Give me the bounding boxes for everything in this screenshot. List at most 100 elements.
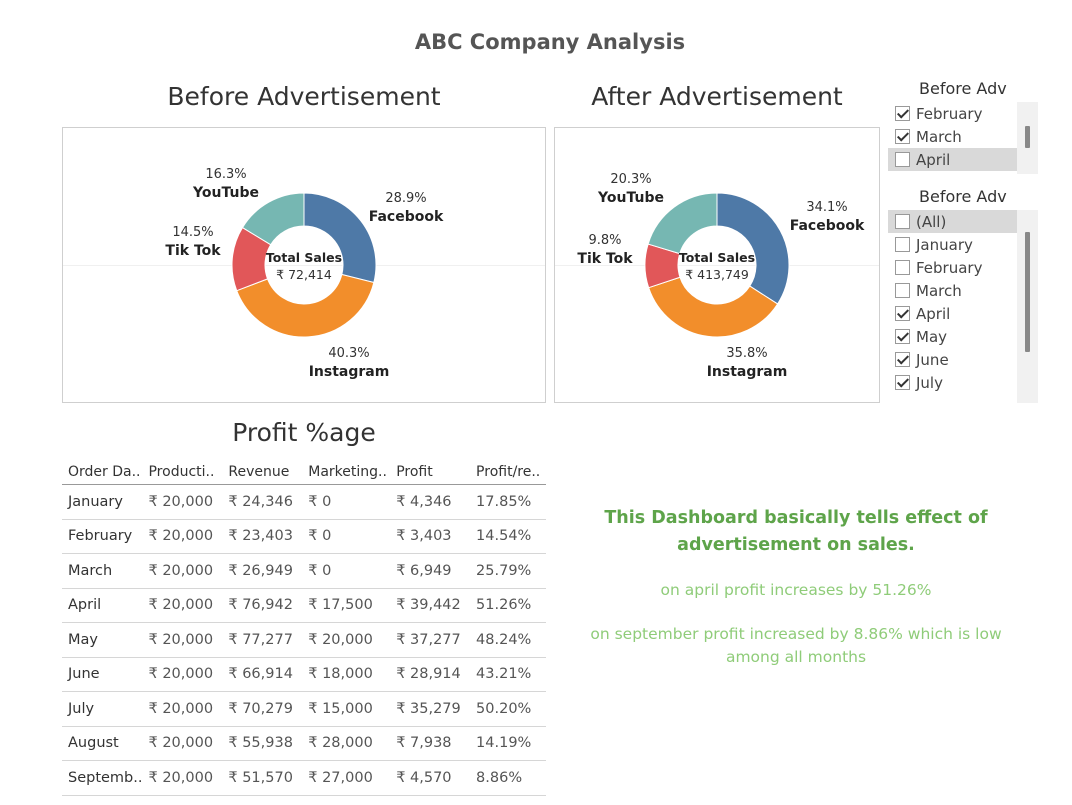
filter-1-scrollbar[interactable]	[1017, 102, 1038, 174]
table-cell: February	[62, 519, 143, 554]
filter-option-label: (All)	[916, 212, 947, 231]
center-total-sales: ₹ 413,749	[685, 267, 749, 282]
center-label: Total Sales	[266, 250, 342, 265]
slice-name-label: Instagram	[309, 364, 390, 380]
table-cell: May	[62, 622, 143, 658]
note-september: on september profit increased by 8.86% w…	[590, 625, 1002, 666]
checkbox[interactable]	[895, 106, 910, 121]
donut-slice-facebook[interactable]	[303, 192, 377, 284]
column-header[interactable]: Profit	[390, 459, 471, 485]
slice-name-label: Facebook	[790, 218, 865, 234]
filter-option[interactable]: May	[888, 325, 1038, 348]
table-cell: June	[62, 657, 143, 692]
donut-slice-youtube[interactable]	[647, 192, 718, 255]
profit-table-title: Profit %age	[232, 418, 376, 447]
table-cell: 43.21%	[470, 657, 546, 692]
slice-percent-label: 14.5%	[172, 225, 213, 240]
checkbox[interactable]	[895, 152, 910, 167]
filter-2-scrollbar[interactable]	[1017, 210, 1038, 403]
filter-option[interactable]: April	[888, 148, 1017, 171]
before-chart-title: Before Advertisement	[167, 82, 441, 111]
table-cell: August	[62, 726, 143, 761]
after-donut-svg: 34.1% Facebook 35.8% Instagram 9.8% Tik Tok 20…	[577, 172, 865, 380]
slice-percent-label: 34.1%	[806, 200, 847, 215]
table-cell: ₹ 3,403	[390, 519, 471, 554]
table-cell: July	[62, 691, 143, 727]
table-cell: ₹ 0	[302, 519, 391, 554]
column-header[interactable]: Profit/re..	[470, 459, 546, 485]
checkbox[interactable]	[895, 352, 910, 367]
table-row: Septemb.. ₹ 20,000 ₹ 51,570 ₹ 27,000 ₹ 4,570…	[62, 760, 546, 796]
column-header[interactable]: Revenue	[222, 459, 303, 485]
table-cell: Septemb..	[62, 760, 143, 796]
before-donut-chart[interactable]: 28.9% Facebook 40.3% Instagram 14.5% Tik Tok 1…	[62, 127, 546, 403]
slice-name-label: Instagram	[707, 364, 788, 380]
filter-2-list[interactable]: (All) January February March April May June Jul…	[888, 210, 1038, 403]
table-cell: ₹ 20,000	[142, 484, 223, 520]
donut-slice-instagram[interactable]	[648, 276, 779, 338]
after-chart-title: After Advertisement	[591, 82, 843, 111]
checkbox[interactable]	[895, 214, 910, 229]
table-cell: ₹ 70,279	[222, 691, 303, 727]
table-cell: ₹ 37,277	[390, 622, 471, 658]
checkbox[interactable]	[895, 283, 910, 298]
table-cell: ₹ 23,403	[222, 519, 303, 554]
table-cell: ₹ 55,938	[222, 726, 303, 761]
table-row: July ₹ 20,000 ₹ 70,279 ₹ 15,000 ₹ 35,279 50.2…	[62, 691, 546, 727]
table-row: August ₹ 20,000 ₹ 55,938 ₹ 28,000 ₹ 7,938 14.…	[62, 726, 546, 761]
filter-option[interactable]: (All)	[888, 210, 1017, 233]
slice-percent-label: 40.3%	[328, 346, 369, 361]
table-cell: 17.85%	[470, 484, 546, 520]
donut-slice-facebook[interactable]	[716, 192, 790, 305]
profit-table: Order Da.. Producti.. Revenue Marketing.. Pr…	[62, 459, 546, 796]
checkbox[interactable]	[895, 329, 910, 344]
table-cell: ₹ 28,914	[390, 657, 471, 692]
checkbox[interactable]	[895, 375, 910, 390]
checkbox[interactable]	[895, 129, 910, 144]
filter-option[interactable]: July	[888, 371, 1038, 394]
after-donut-chart[interactable]: 34.1% Facebook 35.8% Instagram 9.8% Tik Tok 20…	[554, 127, 880, 403]
table-cell: ₹ 20,000	[302, 622, 391, 658]
column-header[interactable]: Order Da..	[62, 459, 143, 485]
column-header[interactable]: Marketing..	[302, 459, 391, 485]
donut-slice-instagram[interactable]	[236, 273, 375, 338]
filter-option[interactable]: June	[888, 348, 1038, 371]
filter-option[interactable]: February	[888, 256, 1038, 279]
table-row: January ₹ 20,000 ₹ 24,346 ₹ 0 ₹ 4,346 17.85%	[62, 484, 546, 520]
slice-name-label: Tik Tok	[577, 251, 633, 267]
table-cell: ₹ 28,000	[302, 726, 391, 761]
table-cell: ₹ 77,277	[222, 622, 303, 658]
filter-option[interactable]: March	[888, 279, 1038, 302]
center-total-sales: ₹ 72,414	[276, 267, 332, 282]
filter-option[interactable]: March	[888, 125, 1038, 148]
column-header[interactable]: Producti..	[142, 459, 223, 485]
slice-percent-label: 20.3%	[610, 172, 651, 187]
table-cell: March	[62, 553, 143, 589]
slice-name-label: YouTube	[597, 190, 664, 206]
filter-option-label: April	[916, 150, 951, 169]
filter-option[interactable]: February	[888, 102, 1038, 125]
table-header-row: Order Da.. Producti.. Revenue Marketing.. Pr…	[62, 459, 546, 485]
filter-option-label: March	[916, 281, 962, 300]
table-row: May ₹ 20,000 ₹ 77,277 ₹ 20,000 ₹ 37,277 48.24…	[62, 622, 546, 658]
filter-option[interactable]: April	[888, 302, 1038, 325]
slice-name-label: Facebook	[369, 209, 444, 225]
table-cell: ₹ 18,000	[302, 657, 391, 692]
checkbox[interactable]	[895, 260, 910, 275]
slice-name-label: Tik Tok	[165, 243, 221, 259]
center-label: Total Sales	[679, 250, 755, 265]
donut-slice-youtube[interactable]	[241, 192, 305, 246]
table-cell: ₹ 26,949	[222, 553, 303, 589]
filter-option[interactable]: January	[888, 233, 1038, 256]
filter-1-list[interactable]: February March April	[888, 102, 1038, 174]
dashboard-title: ABC Company Analysis	[414, 30, 686, 54]
table-cell: ₹ 6,949	[390, 553, 471, 589]
table-cell: ₹ 20,000	[142, 691, 223, 727]
checkbox[interactable]	[895, 237, 910, 252]
table-cell: 51.26%	[470, 588, 546, 623]
checkbox[interactable]	[895, 306, 910, 321]
slice-percent-label: 35.8%	[726, 346, 767, 361]
table-cell: ₹ 76,942	[222, 588, 303, 623]
table-cell: 25.79%	[470, 553, 546, 589]
filter-option-label: July	[916, 373, 943, 392]
